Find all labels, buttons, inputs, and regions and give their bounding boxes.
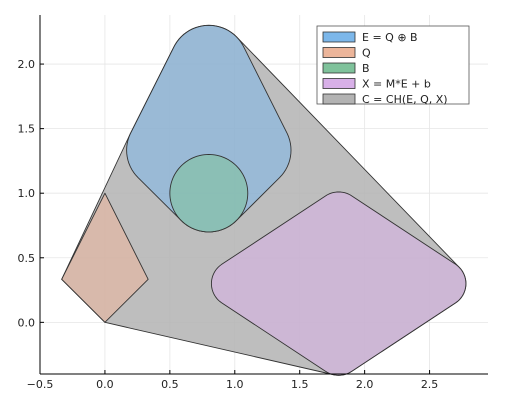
- x-tick-label: 2.0: [356, 378, 374, 391]
- x-tick-label: 1.5: [291, 378, 309, 391]
- legend-label: X = M*E + b: [362, 78, 431, 91]
- legend-label: Q: [362, 47, 371, 60]
- y-tick-label: 1.0: [18, 187, 36, 200]
- y-tick-label: 0.0: [18, 316, 36, 329]
- legend-swatch: [322, 62, 356, 74]
- set-x-shape: [210, 191, 467, 376]
- x-tick-label: 0.5: [161, 378, 179, 391]
- x-tick-label: −0.5: [27, 378, 54, 391]
- legend-label: C = CH(E, Q, X): [362, 93, 448, 106]
- legend-label: E = Q ⊕ B: [362, 31, 418, 44]
- set-b-shape: [169, 154, 249, 233]
- legend-label: B: [362, 62, 370, 75]
- chart-shapes: [61, 24, 467, 376]
- set-q-shape: [61, 192, 149, 323]
- legend: E = Q ⊕ B QB X = M*E + b C = CH(E, Q, X): [316, 25, 470, 106]
- axes: −0.5 0.0 0.5 1.0 1.5 2.0 2.5 0.0 0.5 1.0 1.5 2.0: [18, 15, 488, 391]
- x-tick-label: 0.0: [96, 378, 114, 391]
- y-tick-label: 2.0: [18, 58, 36, 71]
- y-tick-label: 1.5: [18, 123, 36, 136]
- x-tick-label: 1.0: [226, 378, 244, 391]
- legend-swatch: [322, 93, 356, 105]
- x-tick-label: 2.5: [421, 378, 439, 391]
- legend-swatch: [322, 47, 356, 58]
- y-tick-label: 0.5: [18, 252, 36, 265]
- legend-swatch: [322, 78, 356, 89]
- legend-swatch: [322, 31, 356, 43]
